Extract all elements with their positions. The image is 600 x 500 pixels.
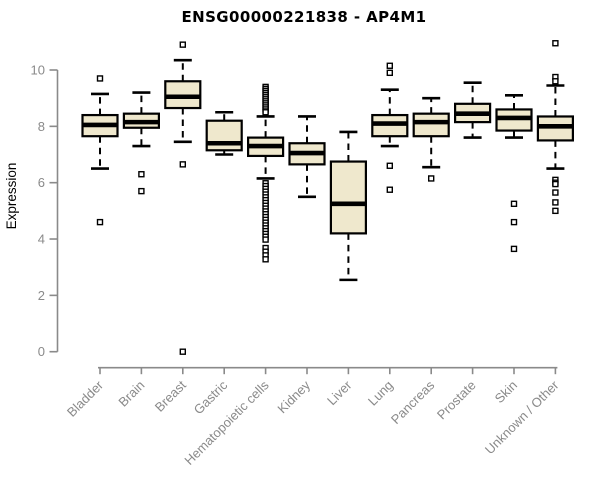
chart-title: ENSG00000221838 - AP4M1 (182, 8, 427, 26)
outlier-point (179, 41, 187, 48)
outlier-point (262, 256, 269, 263)
x-category-label: Liver (324, 377, 355, 408)
outlier-point (138, 171, 145, 178)
x-category-label: Prostate (434, 378, 479, 423)
outlier-point (138, 187, 145, 195)
outlier-point (510, 218, 518, 226)
outlier-point (386, 186, 393, 193)
x-category-label: Skin (492, 378, 520, 406)
outlier-point (552, 189, 559, 196)
y-tick-label: 2 (38, 288, 45, 303)
x-category-label: Unknown / Other (482, 377, 562, 457)
outlier-point (386, 62, 393, 69)
x-category-label: Gastric (191, 377, 231, 417)
x-category-label: Breast (152, 377, 189, 414)
y-axis-title: Expression (4, 163, 19, 230)
box-liver (329, 160, 367, 235)
x-category-label: Bladder (64, 377, 107, 420)
y-tick-label: 6 (38, 175, 45, 190)
x-category-label: Kidney (274, 377, 313, 416)
y-tick-label: 4 (38, 232, 45, 247)
outlier-point (428, 175, 435, 182)
y-tick-label: 8 (38, 119, 45, 134)
y-tick-label: 10 (31, 63, 45, 78)
x-category-label: Brain (115, 378, 147, 410)
outlier-point (96, 75, 104, 82)
outlier-point (510, 245, 518, 253)
outlier-point (510, 200, 518, 208)
x-category-label: Pancreas (388, 377, 438, 427)
outlier-point (552, 78, 559, 85)
outlier-point (262, 236, 269, 243)
outlier-point (96, 218, 104, 226)
outlier-point (552, 40, 559, 47)
outlier-point (386, 69, 393, 77)
outlier-point (179, 348, 187, 355)
outlier-point (386, 162, 393, 169)
outlier-point (262, 109, 269, 116)
y-tick-label: 0 (38, 344, 45, 359)
box-gastric (205, 119, 243, 152)
x-category-label: Lung (365, 378, 396, 409)
box-pancreas (412, 112, 450, 138)
outlier-point (179, 161, 187, 168)
outlier-point (552, 207, 559, 215)
outlier-point (552, 199, 559, 206)
outlier-point (552, 180, 559, 188)
